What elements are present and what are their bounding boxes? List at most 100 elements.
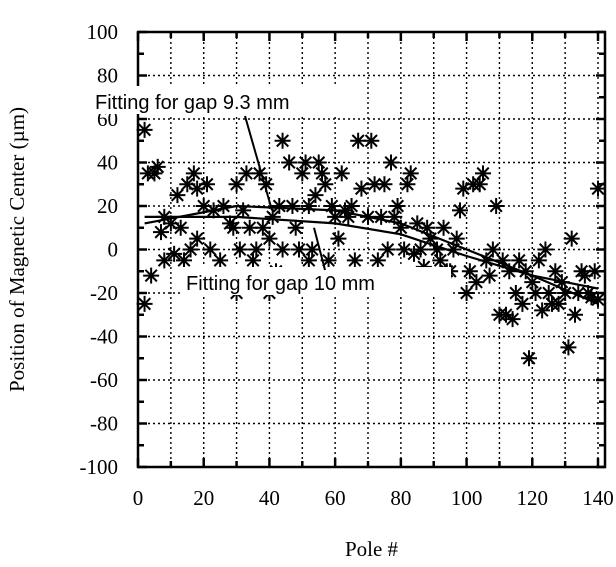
data-point	[475, 165, 491, 182]
data-point	[504, 311, 521, 328]
annotation-fit-9-3mm: Fitting for gap 9.3 mm	[95, 92, 290, 114]
data-point	[517, 263, 534, 280]
data-point	[392, 219, 409, 236]
data-point	[185, 165, 202, 182]
data-point	[189, 230, 206, 247]
data-point	[514, 295, 531, 312]
data-point	[202, 241, 219, 258]
data-point	[248, 241, 265, 258]
data-point	[458, 285, 475, 301]
data-point	[590, 180, 606, 197]
data-point	[153, 224, 169, 241]
data-point	[254, 219, 271, 236]
x-tick-label: 0	[133, 486, 144, 510]
data-point	[534, 302, 551, 319]
data-point	[501, 263, 518, 280]
x-axis-label: Pole #	[345, 537, 399, 561]
data-point	[166, 245, 183, 262]
y-axis-label: Position of Magnetic Center (µm)	[5, 107, 29, 392]
data-point	[547, 263, 564, 280]
data-point	[484, 241, 501, 258]
data-point	[521, 350, 537, 367]
data-point	[215, 198, 232, 214]
data-point	[284, 198, 301, 214]
data-point	[172, 219, 189, 236]
data-point	[182, 241, 199, 258]
data-point	[583, 289, 600, 306]
data-point	[383, 154, 399, 171]
data-point	[550, 295, 567, 312]
y-tick-label: 100	[87, 20, 119, 44]
data-point	[563, 230, 580, 247]
x-tick-label: 20	[193, 486, 214, 510]
y-tick-label: 0	[108, 238, 119, 262]
data-point	[261, 230, 278, 247]
data-point	[481, 267, 498, 284]
y-tick-label: -40	[90, 325, 118, 349]
data-point	[435, 219, 452, 236]
data-point	[274, 241, 291, 258]
data-point	[169, 187, 186, 204]
y-tick-label: -60	[90, 368, 118, 392]
data-point	[199, 176, 215, 193]
y-tick-label: -20	[90, 281, 118, 305]
x-tick-label: 40	[259, 486, 280, 510]
data-point	[149, 158, 166, 175]
data-point	[287, 219, 304, 236]
y-tick-label: 80	[97, 64, 118, 88]
data-point	[402, 165, 419, 182]
data-point	[494, 252, 511, 269]
data-point	[323, 198, 340, 214]
annotation-fit-10mm: Fitting for gap 10 mm	[186, 273, 375, 295]
axis-ticks	[136, 30, 605, 469]
data-points	[136, 121, 606, 367]
data-point	[212, 252, 229, 269]
data-point	[488, 198, 505, 214]
data-point	[245, 252, 261, 269]
x-tick-labels: 0 20 40 60 80 100 120 140	[133, 486, 614, 510]
data-point	[376, 176, 393, 193]
y-tick-label: 20	[97, 194, 118, 218]
data-point	[304, 241, 321, 258]
data-point	[274, 132, 291, 149]
data-point	[369, 252, 386, 269]
data-point	[156, 252, 173, 269]
data-point	[445, 241, 462, 258]
annotation-leader	[313, 227, 326, 271]
y-tick-label: 40	[97, 151, 118, 175]
data-point	[507, 285, 524, 301]
data-point	[231, 241, 248, 258]
x-tick-label: 80	[390, 486, 411, 510]
annotations: Fitting for gap 9.3 mm Fitting for gap 10…	[92, 86, 451, 295]
data-point	[317, 176, 334, 193]
data-point	[429, 241, 445, 258]
data-point	[399, 176, 416, 193]
data-point	[143, 267, 160, 284]
data-point	[307, 187, 324, 204]
data-point	[346, 252, 363, 269]
data-point	[471, 176, 488, 193]
data-point	[264, 208, 281, 225]
annotation-leader	[244, 115, 273, 211]
data-point	[333, 165, 350, 182]
y-tick-label: -80	[90, 412, 118, 436]
data-point	[412, 241, 429, 258]
data-point	[330, 230, 347, 247]
data-point	[235, 202, 252, 219]
data-point	[300, 252, 317, 269]
data-point	[340, 208, 357, 225]
annotation-bg	[92, 86, 360, 114]
x-tick-label: 140	[582, 486, 614, 510]
x-tick-label: 100	[451, 486, 483, 510]
data-point	[281, 154, 298, 171]
data-point	[176, 252, 192, 269]
data-point	[461, 263, 478, 280]
data-point	[300, 198, 317, 214]
data-point	[537, 241, 554, 258]
data-point	[228, 176, 245, 193]
data-point	[511, 252, 528, 269]
data-point	[530, 252, 547, 269]
x-tick-label: 60	[325, 486, 346, 510]
